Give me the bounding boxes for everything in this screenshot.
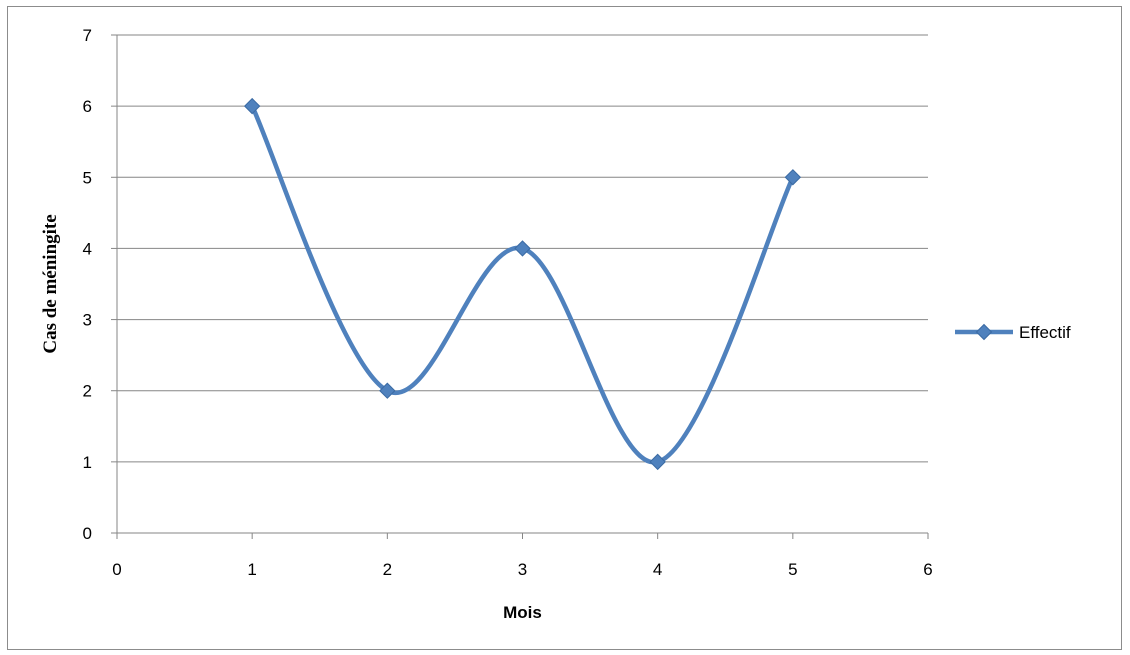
data-point-3 xyxy=(514,240,531,257)
data-point-2 xyxy=(379,382,396,399)
legend-label: Effectif xyxy=(1019,323,1071,342)
y-tick-label: 5 xyxy=(83,168,92,187)
y-tick-label: 2 xyxy=(83,382,92,401)
x-tick-label: 0 xyxy=(112,560,121,579)
legend-marker-icon xyxy=(975,323,993,341)
x-tick-label: 2 xyxy=(383,560,392,579)
x-tick-label: 5 xyxy=(788,560,797,579)
x-tick-label: 1 xyxy=(247,560,256,579)
legend: Effectif xyxy=(955,323,1071,342)
y-tick-label: 0 xyxy=(83,524,92,543)
data-point-4 xyxy=(649,453,666,471)
axes xyxy=(111,34,929,539)
y-tick-label: 1 xyxy=(83,453,92,472)
chart-svg: 0 1 2 3 4 5 6 7 0 1 2 3 4 5 6 Mois Cas de méningite Ef… xyxy=(40,26,1071,622)
tick-labels: 0 1 2 3 4 5 6 7 0 1 2 3 4 5 6 xyxy=(83,26,933,579)
y-axis-title: Cas de méningite xyxy=(40,214,61,353)
y-tick-label: 7 xyxy=(83,26,92,45)
y-tick-label: 4 xyxy=(83,239,92,258)
x-axis-title: Mois xyxy=(503,603,542,622)
data-point-1 xyxy=(243,97,261,115)
series-effectif xyxy=(243,97,802,471)
x-tick-label: 3 xyxy=(518,560,527,579)
x-tick-label: 6 xyxy=(923,560,932,579)
x-tick-label: 4 xyxy=(653,560,662,579)
data-point-5 xyxy=(784,169,802,186)
y-tick-label: 6 xyxy=(83,97,92,116)
chart-frame: 0 1 2 3 4 5 6 7 0 1 2 3 4 5 6 Mois Cas de méningite Ef… xyxy=(7,6,1122,650)
y-tick-label: 3 xyxy=(83,311,92,330)
series-line-effectif xyxy=(249,103,796,465)
